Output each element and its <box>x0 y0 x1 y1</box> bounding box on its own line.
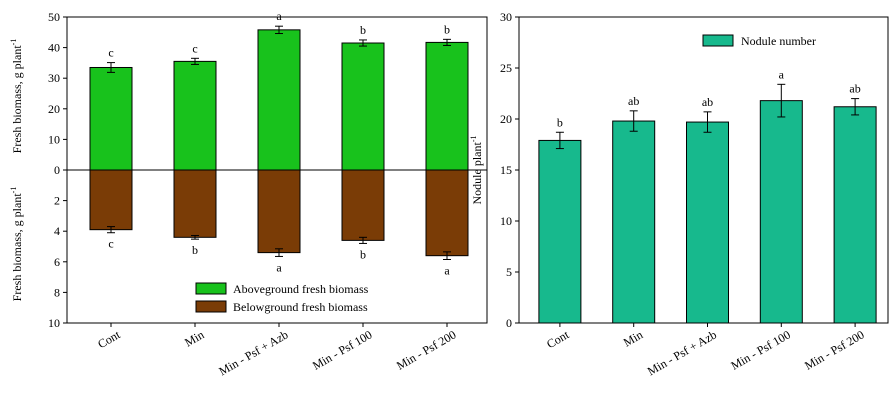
legend-label: Nodule number <box>741 34 816 48</box>
x-tick-label: Min <box>182 327 206 349</box>
y-tick-label: 20 <box>48 102 60 116</box>
significance-label: ab <box>702 95 713 109</box>
bar-nodule <box>759 100 803 324</box>
y-tick-label: 4 <box>54 224 60 238</box>
significance-label: b <box>360 247 366 261</box>
right-chart: 0 5 10 15 20 25 30 Nodule plant-1 b ab ab a ab Cont Mi… <box>469 10 889 378</box>
y-tick-label: 25 <box>500 61 512 75</box>
x-tick-label: Min - Psf 100 <box>310 327 374 372</box>
y-tick-label: 15 <box>500 163 512 177</box>
y-tick-label: 10 <box>500 214 512 228</box>
bar-belowground <box>257 169 301 254</box>
y-tick-label: 6 <box>54 255 60 269</box>
significance-label: c <box>108 46 113 60</box>
legend-swatch <box>195 282 227 295</box>
bar-aboveground <box>173 60 217 171</box>
y-tick-label: 2 <box>54 194 60 208</box>
y-tick-label: 40 <box>48 41 60 55</box>
significance-label: c <box>108 237 113 251</box>
bar-nodule <box>538 139 582 324</box>
y-tick-label: 0 <box>506 316 512 330</box>
y-axis-label: Nodule plant-1 <box>469 136 484 205</box>
y-tick-label: 0 <box>54 163 60 177</box>
significance-label: a <box>779 67 785 81</box>
significance-label: c <box>192 41 197 55</box>
bar-aboveground <box>341 42 385 171</box>
y-tick-label: 30 <box>48 71 60 85</box>
y-axis-label-bottom: Fresh biomass, g plant-1 <box>9 187 24 302</box>
y-tick-label: 20 <box>500 112 512 126</box>
bar-belowground <box>173 169 217 238</box>
y-tick-label: 8 <box>54 285 60 299</box>
bar-aboveground <box>89 66 133 171</box>
bar-belowground <box>425 169 469 257</box>
significance-label: a <box>444 264 450 278</box>
significance-label: a <box>276 260 282 274</box>
bar-nodule <box>612 120 656 324</box>
x-tick-label: Min - Psf 200 <box>802 327 866 372</box>
bar-aboveground <box>257 29 301 171</box>
bar-belowground <box>89 169 133 231</box>
x-tick-label: Min - Psf + Azb <box>216 327 290 378</box>
x-tick-label: Cont <box>95 327 123 351</box>
bar-nodule <box>833 106 877 324</box>
x-tick-label: Min - Psf + Azb <box>645 327 719 378</box>
x-tick-label: Min - Psf 200 <box>394 327 458 372</box>
y-tick-label: 5 <box>506 265 512 279</box>
legend-label: Belowground fresh biomass <box>233 300 368 314</box>
bar-aboveground <box>425 41 469 171</box>
significance-label: b <box>557 115 563 129</box>
y-tick-label: 10 <box>48 132 60 146</box>
y-tick-label: 50 <box>48 10 60 24</box>
legend-swatch <box>195 300 227 313</box>
left-chart: 0 10 20 30 40 50 2 4 6 8 10 Fresh biomass, g plant-… <box>9 9 488 378</box>
legend-swatch <box>702 34 734 47</box>
significance-label: b <box>192 243 198 257</box>
significance-label: a <box>276 9 282 23</box>
significance-label: ab <box>849 82 860 96</box>
legend-label: Aboveground fresh biomass <box>233 282 369 296</box>
significance-label: b <box>444 22 450 36</box>
y-axis-label-top: Fresh biomass, g plant-1 <box>9 39 24 154</box>
bar-belowground <box>341 169 385 241</box>
x-tick-label: Cont <box>544 327 572 351</box>
x-tick-label: Min <box>621 327 645 349</box>
significance-label: ab <box>628 94 639 108</box>
bar-nodule <box>686 121 729 324</box>
y-tick-label: 10 <box>48 316 60 330</box>
significance-label: b <box>360 23 366 37</box>
y-tick-label: 30 <box>500 10 512 24</box>
x-tick-label: Min - Psf 100 <box>728 327 792 372</box>
